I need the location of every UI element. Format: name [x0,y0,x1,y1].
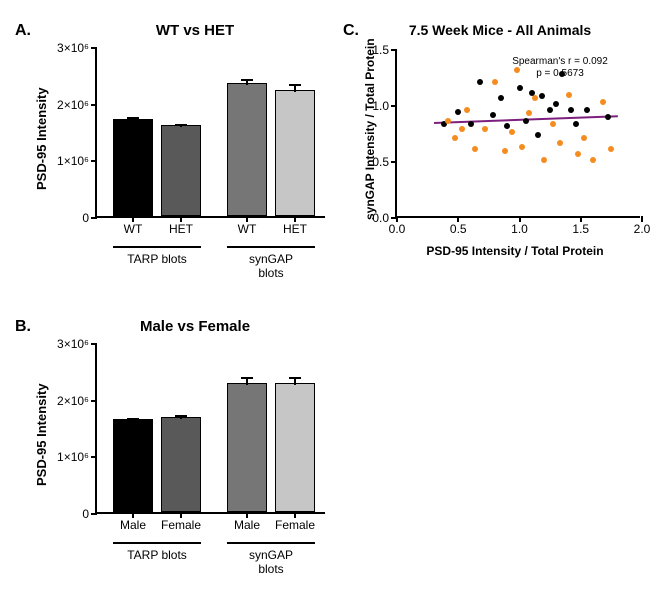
x-tick-label: HET [283,216,307,236]
y-tick-label: 3×10⁶ [57,41,97,55]
panel-c-xlabel: PSD-95 Intensity / Total Protein [400,244,630,258]
scatter-point [600,99,606,105]
error-cap [127,117,139,119]
scatter-point [455,109,461,115]
x-tick-label: WT [238,216,257,236]
y-tick-label: 1×10⁶ [57,154,97,168]
panel-a-title: WT vs HET [80,22,310,39]
error-cap [175,124,187,126]
bar [275,90,315,216]
y-tick-label: 3×10⁶ [57,337,97,351]
bar [275,383,315,512]
x-tick-label: 0.0 [389,216,406,236]
scatter-point [541,157,547,163]
scatter-point [535,132,541,138]
bar [227,83,267,216]
x-tick-label: Male [120,512,146,532]
scatter-point [575,151,581,157]
group-label: TARP blots [127,252,187,266]
scatter-point [608,146,614,152]
scatter-point [557,140,563,146]
panel-a-label: A. [15,22,31,40]
scatter-point [464,107,470,113]
panel-b-title: Male vs Female [80,318,310,335]
error-cap [289,84,301,86]
error-cap [241,79,253,81]
scatter-point [459,126,465,132]
scatter-point [590,157,596,163]
scatter-point [584,107,590,113]
scatter-point [504,123,510,129]
scatter-point [532,95,538,101]
x-tick-label: HET [169,216,193,236]
panel-c-label: C. [343,22,359,40]
bar [227,383,267,512]
bar [113,119,153,216]
scatter-point [472,146,478,152]
group-bracket [227,246,315,248]
scatter-point [523,118,529,124]
x-tick-label: 2.0 [634,216,650,236]
scatter-point [490,112,496,118]
scatter-point [519,144,525,150]
panel-b-ylabel: PSD-95 Intensity [34,383,49,486]
bar [161,417,201,512]
y-tick-label: 1×10⁶ [57,450,97,464]
scatter-point [568,107,574,113]
scatter-point [605,114,611,120]
group-label: synGAP blots [244,252,298,280]
group-bracket [227,542,315,544]
y-tick-label: 1.5 [372,43,397,57]
error-cap [175,415,187,417]
y-tick-label: 0.5 [372,155,397,169]
scatter-point [498,95,504,101]
scatter-point [509,129,515,135]
panel-a-ylabel: PSD-95 Intensity [34,87,49,190]
bar [113,419,153,512]
x-tick-label: 1.0 [511,216,528,236]
scatter-point [517,85,523,91]
group-label: synGAP blots [244,548,298,576]
panel-a-plot: 01×10⁶2×10⁶3×10⁶WTHETWTHETTARP blotssynG… [95,48,325,218]
scatter-point [445,118,451,124]
panel-b-plot: 01×10⁶2×10⁶3×10⁶MaleFemaleMaleFemaleTARP… [95,344,325,514]
scatter-point [468,121,474,127]
x-tick-label: Male [234,512,260,532]
panel-c-ylabel: synGAP Intensity / Total Protein [363,38,377,220]
y-tick-label: 1.0 [372,99,397,113]
error-cap [241,377,253,379]
group-label: TARP blots [127,548,187,562]
y-tick-label: 0 [82,507,97,521]
scatter-point [502,148,508,154]
scatter-point [573,121,579,127]
scatter-point [539,93,545,99]
x-tick-label: Female [161,512,201,532]
stats-text: Spearman's r = 0.092p = 0.5673 [490,56,630,80]
scatter-point [452,135,458,141]
x-tick-label: WT [124,216,143,236]
group-bracket [113,542,201,544]
panel-b-label: B. [15,318,31,336]
error-cap [127,418,139,420]
scatter-point [547,107,553,113]
scatter-point [581,135,587,141]
scatter-point [477,79,483,85]
scatter-point [553,101,559,107]
scatter-point [550,121,556,127]
bar [161,125,201,216]
panel-c-title: 7.5 Week Mice - All Animals [370,22,630,38]
x-tick-label: 1.5 [572,216,589,236]
y-tick-label: 0 [82,211,97,225]
panel-c-plot: 0.00.51.01.50.00.51.01.52.0Spearman's r … [395,50,640,218]
group-bracket [113,246,201,248]
error-cap [289,377,301,379]
scatter-point [482,126,488,132]
scatter-point [566,92,572,98]
scatter-point [526,110,532,116]
y-tick-label: 2×10⁶ [57,98,97,112]
x-tick-label: 0.5 [450,216,467,236]
y-tick-label: 2×10⁶ [57,394,97,408]
x-tick-label: Female [275,512,315,532]
